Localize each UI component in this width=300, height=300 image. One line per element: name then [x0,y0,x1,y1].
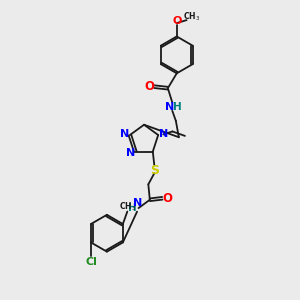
Text: N: N [120,129,130,140]
Text: S: S [150,164,159,176]
Text: N: N [133,198,142,208]
Text: O: O [163,192,173,205]
Text: CH$_3$: CH$_3$ [183,11,200,23]
Text: H: H [173,103,182,112]
Text: O: O [144,80,154,93]
Text: N: N [126,148,135,158]
Text: Cl: Cl [85,257,97,267]
Text: O: O [172,16,182,26]
Text: H: H [128,203,136,213]
Text: N: N [159,129,168,140]
Text: N: N [165,103,175,112]
Text: CH$_3$: CH$_3$ [119,200,136,213]
